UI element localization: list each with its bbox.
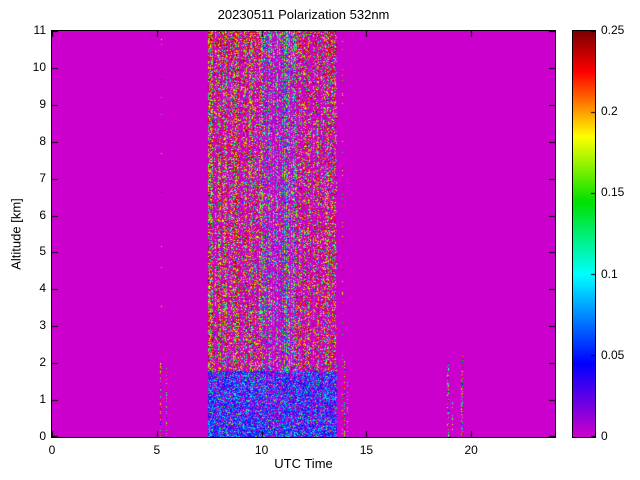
x-tick-label: 5 — [153, 443, 161, 457]
x-tick-label: 15 — [359, 443, 374, 457]
heatmap-canvas — [52, 31, 555, 437]
y-tick-label: 10 — [32, 59, 46, 74]
colorbar-tick-label: 0.05 — [601, 347, 625, 362]
colorbar-tick-label: 0.25 — [601, 23, 625, 37]
plot-area — [51, 30, 556, 438]
colorbar-tick-label: 0.15 — [601, 185, 625, 200]
x-axis-label: UTC Time — [274, 456, 333, 471]
y-tick-label: 5 — [39, 244, 46, 259]
colorbar-tick-label: 0 — [601, 429, 608, 443]
y-tick-label: 9 — [39, 96, 46, 111]
colorbar — [572, 30, 596, 438]
y-tick-label: 4 — [39, 281, 46, 296]
y-tick-label: 0 — [39, 429, 46, 443]
colorbar-canvas — [573, 31, 595, 437]
chart-title: 20230511 Polarization 532nm — [217, 7, 390, 22]
x-tick-label: 10 — [254, 443, 269, 457]
y-tick-label: 2 — [39, 355, 46, 370]
y-tick-label: 3 — [39, 318, 46, 333]
y-tick-label: 1 — [39, 392, 46, 407]
y-tick-label: 6 — [39, 207, 46, 222]
y-tick-label: 11 — [33, 23, 46, 37]
x-tick-label: 20 — [464, 443, 478, 457]
colorbar-tick-label: 0.1 — [601, 266, 618, 281]
colorbar-tick-label: 0.2 — [601, 104, 618, 119]
y-tick-label: 8 — [39, 133, 46, 148]
y-tick-label: 7 — [39, 170, 46, 185]
x-tick-label: 0 — [48, 443, 56, 457]
